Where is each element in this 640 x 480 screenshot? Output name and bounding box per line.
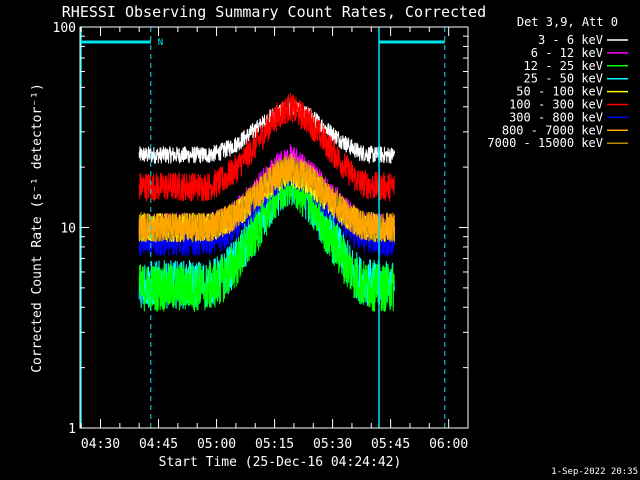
y-tick-label: 100: [53, 21, 76, 36]
series-trace: [138, 153, 395, 243]
x-tick-label: 05:45: [371, 437, 410, 452]
legend-entry-label: 800 - 7000 keV: [502, 123, 603, 137]
x-tick-label: 05:30: [313, 437, 352, 452]
y-axis: 1 10 100: [53, 21, 468, 437]
legend-entry-label: 12 - 25 keV: [524, 59, 603, 73]
night-label: N: [158, 38, 163, 48]
series-traces: [138, 93, 395, 313]
legend-entry-label: 300 - 800 keV: [509, 110, 603, 124]
x-axis-label: Start Time (25-Dec-16 04:24:42): [159, 455, 402, 470]
legend-entry-label: 50 - 100 keV: [516, 85, 603, 99]
x-tick-label: 05:15: [255, 437, 294, 452]
plot-timestamp: 1-Sep-2022 20:35: [551, 467, 638, 477]
x-tick-label: 04:30: [81, 437, 120, 452]
y-tick-label: 1: [68, 422, 76, 437]
legend-header: Det 3,9, Att 0: [517, 15, 618, 29]
legend-entry-label: 6 - 12 keV: [531, 46, 603, 60]
legend-entry-label: 3 - 6 keV: [538, 33, 603, 47]
series-trace: [138, 98, 395, 165]
legend-entry-label: 7000 - 15000 keV: [487, 136, 603, 150]
series-trace: [138, 159, 395, 313]
x-tick-label: 05:00: [197, 437, 236, 452]
y-tick-label: 10: [60, 222, 76, 237]
legend-entry-label: 100 - 300 keV: [509, 98, 603, 112]
x-axis: 04:30 04:45 05:00 05:15 05:30 05:45 06:00: [80, 27, 469, 452]
legend-entry-label: 25 - 50 keV: [524, 72, 603, 86]
x-tick-label: 04:45: [139, 437, 178, 452]
night-markers: N: [80, 27, 446, 428]
series-trace: [138, 93, 395, 203]
y-axis-label: Corrected Count Rate (s⁻¹ detector⁻¹): [30, 83, 45, 373]
chart-title: RHESSI Observing Summary Count Rates, Co…: [62, 3, 486, 21]
x-tick-label: 06:00: [429, 437, 468, 452]
